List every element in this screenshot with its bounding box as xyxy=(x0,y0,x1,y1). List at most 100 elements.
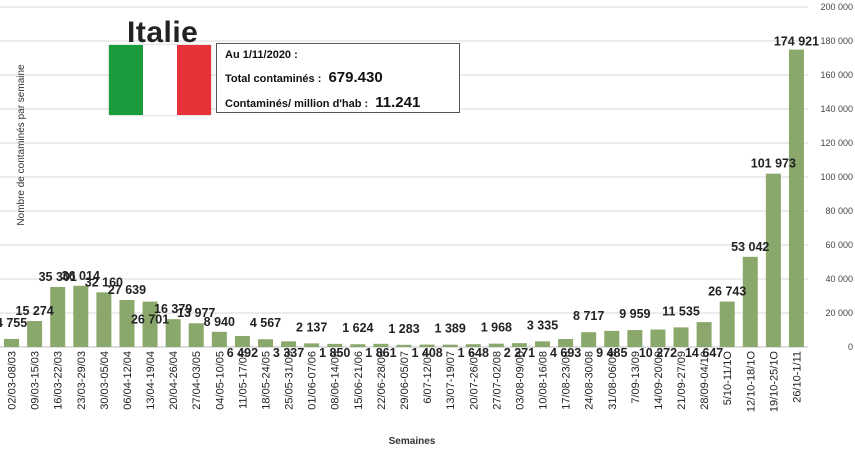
data-label: 9 959 xyxy=(619,307,650,321)
x-tick-label: 03/08-09/08 xyxy=(514,351,526,410)
data-label: 1 624 xyxy=(342,321,373,335)
bar xyxy=(673,327,689,347)
data-label: 26 743 xyxy=(708,285,746,299)
total-label: Total contaminés : xyxy=(225,73,322,85)
data-label: 1 408 xyxy=(411,346,442,360)
data-label: 174 921 xyxy=(774,35,819,49)
summary-box: Au 1/11/2020 : Total contaminés : 679.43… xyxy=(216,43,460,113)
bar xyxy=(765,173,781,347)
data-label: 15 274 xyxy=(16,304,54,318)
x-tick-label: 28/09-04/10 xyxy=(699,351,711,410)
bar xyxy=(211,331,227,347)
bar xyxy=(257,339,273,347)
y-tick-label: 20 000 xyxy=(825,308,853,318)
x-tick-label: 21/09-27/09 xyxy=(676,351,688,410)
x-tick-label: 16/03-22/03 xyxy=(53,351,65,410)
x-tick-label: 5/10-11/1O xyxy=(722,351,734,406)
x-tick-label: 14/09-20/09 xyxy=(653,351,665,410)
x-tick-label: 19/10-25/1O xyxy=(768,351,780,413)
x-tick-label: 7/09-13/09 xyxy=(630,351,642,404)
data-label: 26 701 xyxy=(131,313,169,327)
bar xyxy=(581,332,597,347)
total-row: Total contaminés : 679.430 xyxy=(225,69,451,86)
data-label: 14 647 xyxy=(685,346,723,360)
flag-stripe-white xyxy=(143,45,177,115)
data-label: 11 535 xyxy=(662,304,700,318)
permillion-row: Contaminés/ million d'hab : 11.241 xyxy=(225,94,451,111)
italy-flag-icon xyxy=(109,45,211,115)
x-tick-label: 04/05-10/05 xyxy=(214,351,226,410)
bar xyxy=(165,319,181,347)
flag-stripe-red xyxy=(177,45,211,115)
x-tick-label: 22/06-28/06 xyxy=(376,351,388,410)
x-tick-label: 01/06-07/06 xyxy=(307,351,319,410)
bar xyxy=(396,344,412,347)
bar xyxy=(419,344,435,347)
x-tick-label: 18/05-24/05 xyxy=(260,351,272,410)
data-label: 27 639 xyxy=(108,283,146,297)
x-tick-label: 15/06-21/06 xyxy=(353,351,365,410)
x-tick-label: 13/07-19/07 xyxy=(445,351,457,410)
data-label: 16 379 xyxy=(154,302,192,316)
y-tick-label: 180 000 xyxy=(820,36,853,46)
data-label: 4 693 xyxy=(550,346,581,360)
bar xyxy=(142,301,158,347)
permillion-value: 11.241 xyxy=(375,94,421,111)
bar xyxy=(281,341,297,347)
data-label: 1 283 xyxy=(388,322,419,336)
data-label: 2 137 xyxy=(296,320,327,334)
y-tick-label: 100 000 xyxy=(820,172,853,182)
x-tick-label: 06/04-12/04 xyxy=(122,351,134,410)
bar xyxy=(696,322,712,347)
data-label: 3 337 xyxy=(273,346,304,360)
bar xyxy=(627,330,643,347)
data-label: 9 485 xyxy=(596,346,627,360)
data-label: 1 850 xyxy=(319,346,350,360)
y-tick-label: 80 000 xyxy=(825,206,853,216)
y-tick-label: 40 000 xyxy=(825,274,853,284)
x-tick-label: 24/08-30/08 xyxy=(584,351,596,410)
data-label: 13 977 xyxy=(177,306,215,320)
country-title: Italie xyxy=(127,16,199,49)
bar xyxy=(465,344,481,347)
bar xyxy=(442,344,458,347)
bar xyxy=(558,339,574,347)
summary-date: Au 1/11/2020 : xyxy=(225,49,298,61)
x-tick-label: 6/07-12/07 xyxy=(422,351,434,404)
x-tick-label: 23/03-29/03 xyxy=(76,351,88,410)
bar xyxy=(119,300,135,347)
x-tick-label: 10/08-16/08 xyxy=(538,351,550,410)
x-tick-label: 13/04-19/04 xyxy=(145,351,157,410)
x-tick-label: 17/08-23/08 xyxy=(561,351,573,410)
bar xyxy=(535,341,551,347)
data-label: 1 389 xyxy=(435,322,466,336)
x-tick-label: 26/10-1/11 xyxy=(791,351,803,403)
x-tick-label: 02/03-08/03 xyxy=(7,351,19,410)
data-label: 8 717 xyxy=(573,309,604,323)
data-label: 36 014 xyxy=(62,269,100,283)
x-tick-label: 31/08-06/09 xyxy=(607,351,619,410)
data-label: 53 042 xyxy=(731,240,769,254)
data-label: 1 861 xyxy=(365,346,396,360)
bar xyxy=(188,323,204,347)
data-label: 35 301 xyxy=(39,270,77,284)
x-tick-label: 27/07-02/08 xyxy=(491,351,503,410)
data-label: 6 492 xyxy=(227,346,258,360)
y-tick-label: 140 000 xyxy=(820,104,853,114)
x-axis-title: Semaines xyxy=(389,436,436,447)
total-value: 679.430 xyxy=(328,69,383,86)
x-tick-label: 29/06-05/07 xyxy=(399,351,411,410)
bar xyxy=(234,335,250,347)
bar xyxy=(27,321,43,347)
bar xyxy=(742,256,758,347)
y-tick-label: 60 000 xyxy=(825,240,853,250)
data-label: 1 968 xyxy=(481,321,512,335)
x-tick-label: 09/03-15/03 xyxy=(30,351,42,410)
bar xyxy=(373,343,389,347)
x-tick-label: 11/05-17/05 xyxy=(237,351,249,409)
data-label: 1 648 xyxy=(458,346,489,360)
bar xyxy=(788,49,804,347)
x-tick-label: 20/04-26/04 xyxy=(168,351,180,410)
bar xyxy=(96,292,112,347)
x-tick-label: 08/06-14/06 xyxy=(330,351,342,410)
